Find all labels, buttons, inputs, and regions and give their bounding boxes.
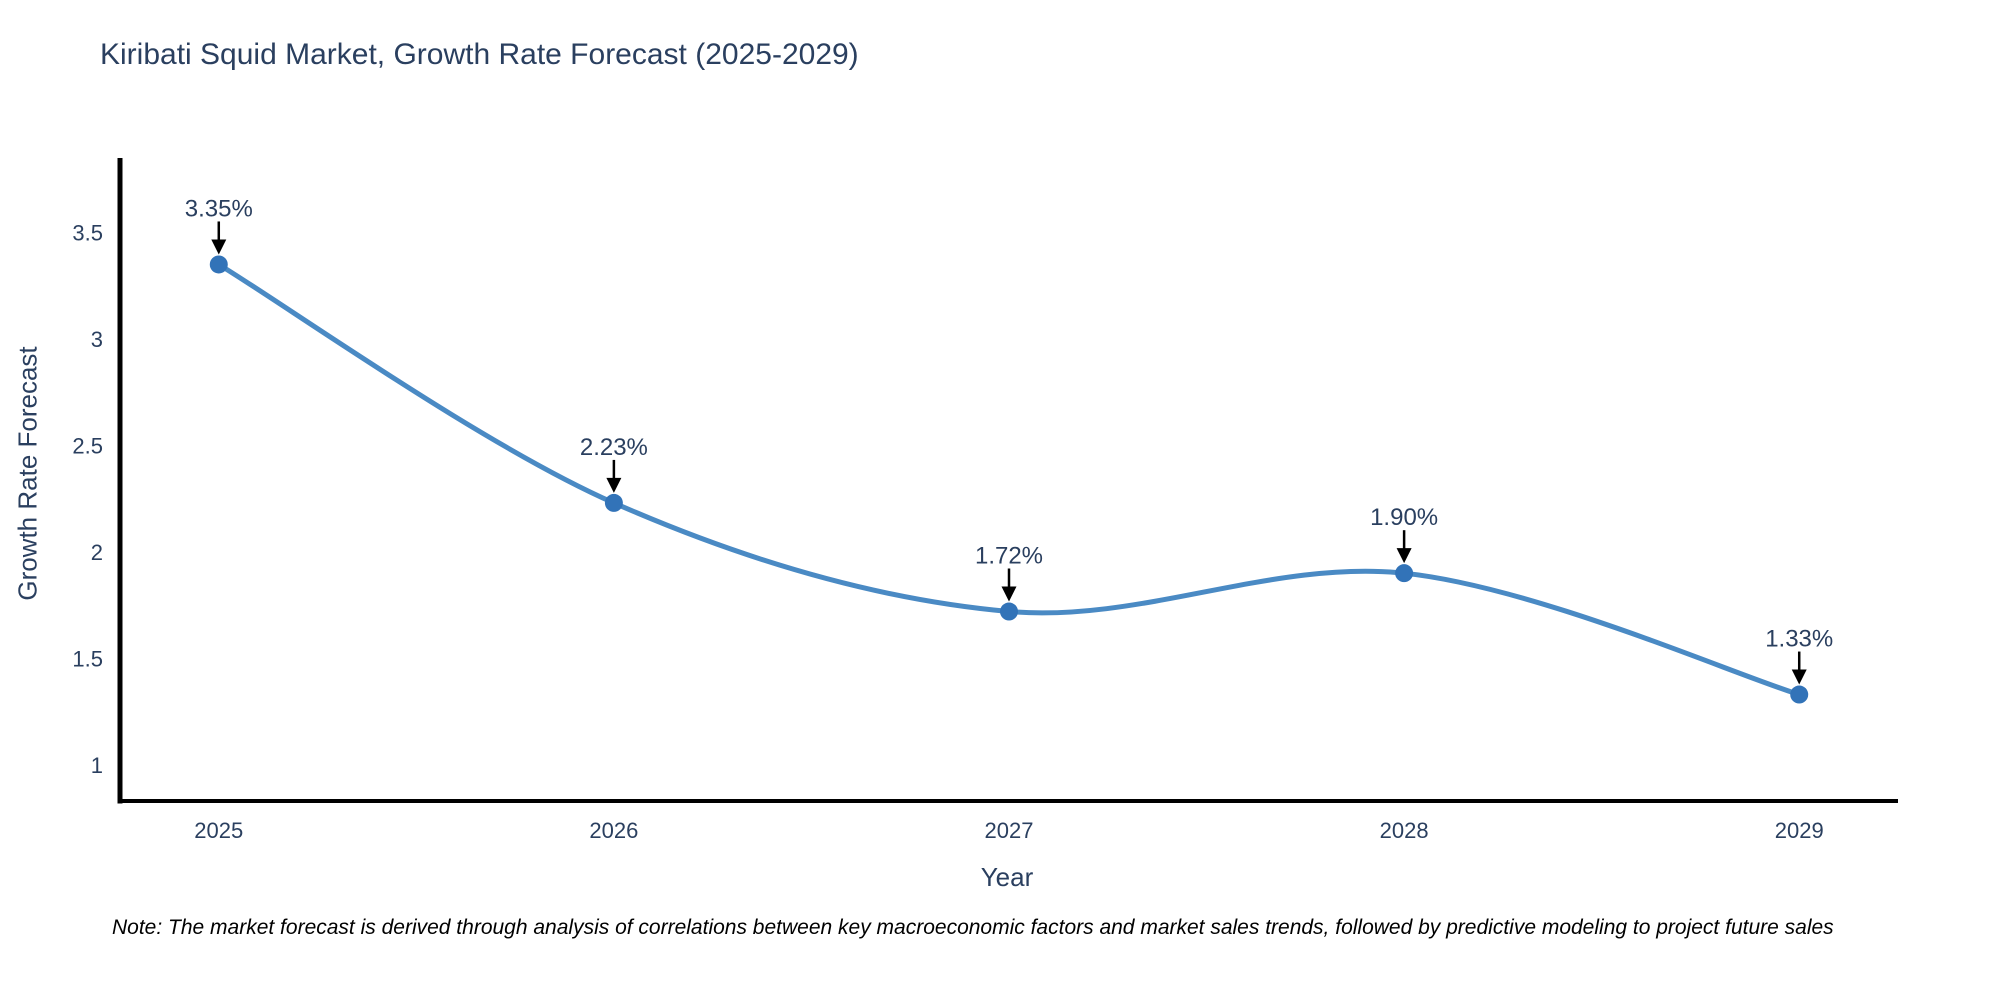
point-annotation-label: 3.35% [185, 195, 253, 222]
y-tick-label: 2 [91, 540, 103, 565]
data-point-marker [209, 255, 228, 274]
data-point-marker [1395, 564, 1414, 583]
point-annotation-label: 1.90% [1370, 504, 1438, 531]
line-series [216, 261, 1802, 698]
footnote: Note: The market forecast is derived thr… [112, 916, 1834, 939]
x-tick-label: 2028 [1380, 818, 1429, 843]
annotation-arrowhead-icon [1001, 586, 1017, 602]
y-tick-label: 1.5 [72, 646, 103, 671]
y-tick-label: 2.5 [72, 433, 103, 458]
y-tick-label: 3 [91, 327, 103, 352]
point-annotation-label: 1.72% [975, 543, 1043, 570]
annotation-arrowhead-icon [211, 239, 227, 255]
data-point-marker [1790, 685, 1809, 704]
x-axis-title: Year [980, 862, 1034, 892]
chart-title: Kiribati Squid Market, Growth Rate Forec… [100, 38, 859, 71]
data-point-marker [604, 493, 623, 512]
point-annotation-label: 1.33% [1765, 626, 1833, 653]
x-tick-label: 2025 [194, 818, 243, 843]
annotation-arrowhead-icon [1396, 548, 1412, 564]
y-tick-label: 3.5 [72, 221, 103, 246]
annotation-arrowhead-icon [1791, 669, 1807, 685]
x-tick-label: 2027 [985, 818, 1034, 843]
point-annotation-label: 2.23% [580, 434, 648, 461]
x-tick-label: 2029 [1775, 818, 1824, 843]
data-point-marker [1000, 602, 1018, 621]
x-tick-label: 2026 [589, 818, 638, 843]
y-tick-label: 1 [91, 753, 103, 778]
annotation-arrowhead-icon [606, 477, 622, 493]
